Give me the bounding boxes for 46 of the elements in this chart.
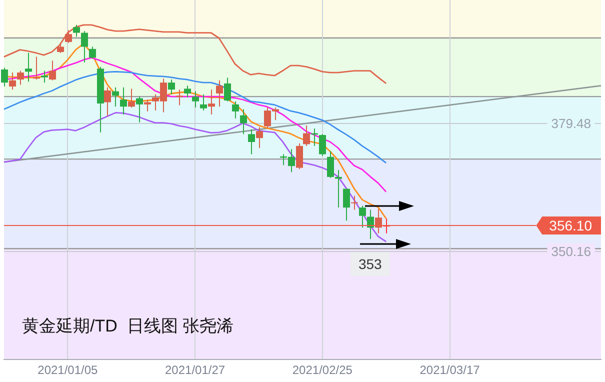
candlestick bbox=[112, 86, 119, 108]
candlestick bbox=[208, 89, 215, 115]
candlestick bbox=[192, 90, 199, 108]
candlestick bbox=[104, 86, 111, 117]
x-tick-label: 2021/03/17 bbox=[420, 363, 480, 378]
candlestick bbox=[41, 70, 48, 84]
candlestick bbox=[248, 128, 255, 155]
y-tick-label: 350.16 bbox=[551, 244, 591, 259]
candlestick bbox=[200, 94, 207, 112]
candlestick bbox=[216, 80, 223, 108]
candlestick bbox=[184, 85, 191, 98]
candlestick bbox=[81, 30, 88, 63]
candlestick bbox=[17, 70, 24, 86]
text: 黄金延期/TD 日线图 张尧浠 bbox=[22, 316, 234, 336]
candlestick bbox=[256, 126, 263, 149]
candlestick bbox=[303, 124, 310, 146]
candlestick bbox=[57, 42, 64, 54]
candlestick bbox=[232, 100, 239, 119]
candlestick bbox=[89, 46, 96, 60]
candlestick bbox=[168, 79, 175, 95]
candlestick bbox=[1, 67, 8, 88]
candlestick bbox=[136, 96, 143, 123]
candlestick bbox=[240, 108, 247, 135]
x-tick-label: 2021/01/27 bbox=[165, 363, 226, 378]
candlestick bbox=[367, 209, 374, 240]
candlestick bbox=[25, 52, 32, 82]
y-tick-label: 379.48 bbox=[551, 116, 591, 131]
candlestick bbox=[176, 89, 183, 106]
candlestick bbox=[327, 150, 334, 178]
candlestick bbox=[49, 60, 56, 81]
candlestick bbox=[319, 134, 326, 156]
candlestick bbox=[128, 88, 135, 108]
candlestick bbox=[120, 86, 127, 115]
candlestick bbox=[224, 77, 231, 102]
candlestick bbox=[359, 205, 366, 228]
x-tick-label: 2021/02/25 bbox=[292, 363, 353, 378]
annotation: 353 bbox=[358, 256, 382, 272]
candlestick bbox=[9, 72, 16, 90]
candlestick bbox=[296, 142, 303, 170]
candlestick bbox=[343, 188, 350, 222]
x-tick-label: 2021/01/05 bbox=[38, 363, 98, 378]
ref-line-label: 356.10 bbox=[549, 217, 592, 234]
candlestick bbox=[351, 195, 358, 210]
candlestick bbox=[144, 99, 151, 112]
candlestick bbox=[65, 30, 72, 44]
candlestick bbox=[73, 24, 80, 38]
